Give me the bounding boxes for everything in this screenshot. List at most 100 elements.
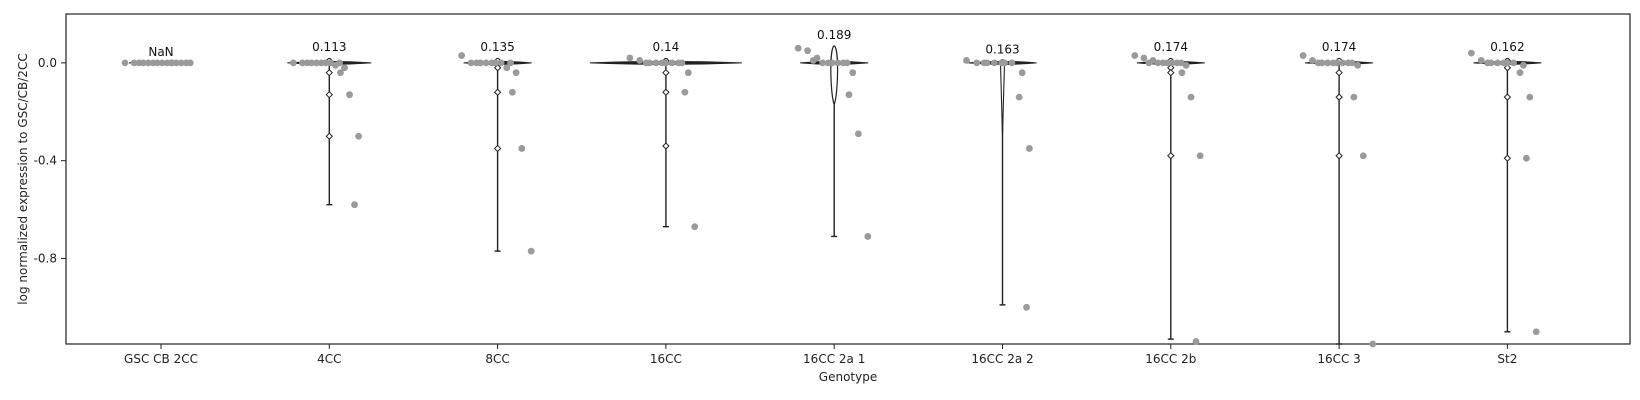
data-point xyxy=(809,57,817,64)
data-point xyxy=(636,57,644,64)
data-point xyxy=(1131,52,1139,59)
data-point xyxy=(289,59,297,67)
y-tick-label: -0.8 xyxy=(34,251,57,265)
y-tick-label: 0.0 xyxy=(38,56,57,70)
data-point xyxy=(1173,59,1181,67)
data-label: 0.135 xyxy=(480,40,514,54)
violin-marker xyxy=(325,68,334,77)
data-point xyxy=(467,59,475,67)
y-axis-label: log normalized expression to GSC/CB/2CC xyxy=(16,53,30,304)
data-point xyxy=(1026,145,1033,152)
data-point xyxy=(1178,69,1186,77)
data-point xyxy=(503,64,511,72)
violin-marker xyxy=(325,132,334,140)
data-point xyxy=(691,223,699,231)
data-point xyxy=(668,59,676,67)
data-point xyxy=(1192,338,1200,345)
data-point xyxy=(834,59,842,67)
data-point xyxy=(507,59,514,67)
data-label: NaN xyxy=(148,45,173,59)
data-point xyxy=(158,59,166,67)
data-point xyxy=(849,69,857,77)
violin-marker xyxy=(662,88,670,96)
data-point xyxy=(482,59,490,67)
data-point xyxy=(839,59,847,67)
data-point xyxy=(298,59,306,67)
violin-marker xyxy=(325,90,334,99)
data-point xyxy=(652,59,660,67)
data-point xyxy=(303,59,311,67)
data-point xyxy=(518,145,526,152)
violin-marker xyxy=(1503,64,1512,72)
violin-marker xyxy=(1167,152,1175,160)
data-point xyxy=(458,52,465,59)
data-point xyxy=(1359,152,1367,160)
data-point xyxy=(1008,59,1016,67)
data-point xyxy=(182,59,190,67)
data-point xyxy=(1523,154,1530,162)
data-point xyxy=(675,59,682,67)
data-point xyxy=(1520,61,1527,69)
data-point xyxy=(346,91,353,99)
data-point xyxy=(626,54,634,62)
data-point xyxy=(1299,52,1307,59)
data-point xyxy=(963,57,970,64)
x-axis: GSC CB 2CC 4CC 8CC 16CC 16CC 2a 1 16CC 2a 2 16… xyxy=(124,344,1517,366)
data-point xyxy=(313,59,320,67)
data-point xyxy=(318,59,325,67)
violin-marker xyxy=(662,68,670,77)
data-point xyxy=(177,59,185,67)
data-point xyxy=(658,59,666,67)
data-label: 0.113 xyxy=(312,40,346,54)
data-point xyxy=(163,59,171,67)
data-point xyxy=(121,59,129,67)
data-point xyxy=(1018,69,1026,77)
data-point xyxy=(854,130,862,138)
x-tick-label: 16CC 3 xyxy=(1317,352,1360,366)
data-point xyxy=(819,59,827,67)
data-label: 0.174 xyxy=(1154,40,1188,54)
x-tick-label: St2 xyxy=(1497,352,1517,366)
data-point xyxy=(1532,328,1540,336)
data-point xyxy=(1494,59,1501,67)
data-point xyxy=(144,59,152,67)
data-point xyxy=(1196,152,1204,160)
violins xyxy=(128,45,1542,345)
violin-marker xyxy=(1167,68,1175,77)
data-point xyxy=(497,59,505,67)
violin-marker xyxy=(1335,68,1343,77)
data-point xyxy=(1510,59,1517,67)
data-point xyxy=(1309,57,1316,64)
data-point xyxy=(1324,59,1331,67)
x-tick-label: 16CC 2a 2 xyxy=(971,352,1033,366)
data-point xyxy=(1154,59,1162,67)
data-point xyxy=(351,201,358,209)
data-point xyxy=(1468,49,1475,57)
data-point xyxy=(473,59,481,67)
x-tick-label: 4CC xyxy=(317,352,341,366)
data-point xyxy=(341,64,348,72)
data-point xyxy=(980,59,988,67)
data-label: 0.174 xyxy=(1322,40,1356,54)
x-tick-label: 16CC 2a 1 xyxy=(803,352,865,366)
data-point xyxy=(794,44,802,52)
data-point xyxy=(864,233,872,240)
data-point xyxy=(527,247,535,255)
data-label: 0.189 xyxy=(817,28,851,42)
data-point xyxy=(973,59,981,67)
data-point xyxy=(1484,59,1491,67)
data-label: 0.163 xyxy=(985,42,1019,56)
violin-marker xyxy=(493,64,502,72)
data-point xyxy=(1023,303,1030,311)
violin-marker xyxy=(493,144,502,153)
data-point xyxy=(998,59,1006,67)
data-label: 0.162 xyxy=(1490,40,1524,54)
x-tick-label: 16CC 2b xyxy=(1145,352,1196,366)
data-point xyxy=(642,59,650,67)
data-point xyxy=(1369,340,1377,348)
data-point xyxy=(1187,93,1195,101)
data-point xyxy=(512,69,520,77)
data-point xyxy=(845,91,853,99)
data-point xyxy=(332,61,339,69)
